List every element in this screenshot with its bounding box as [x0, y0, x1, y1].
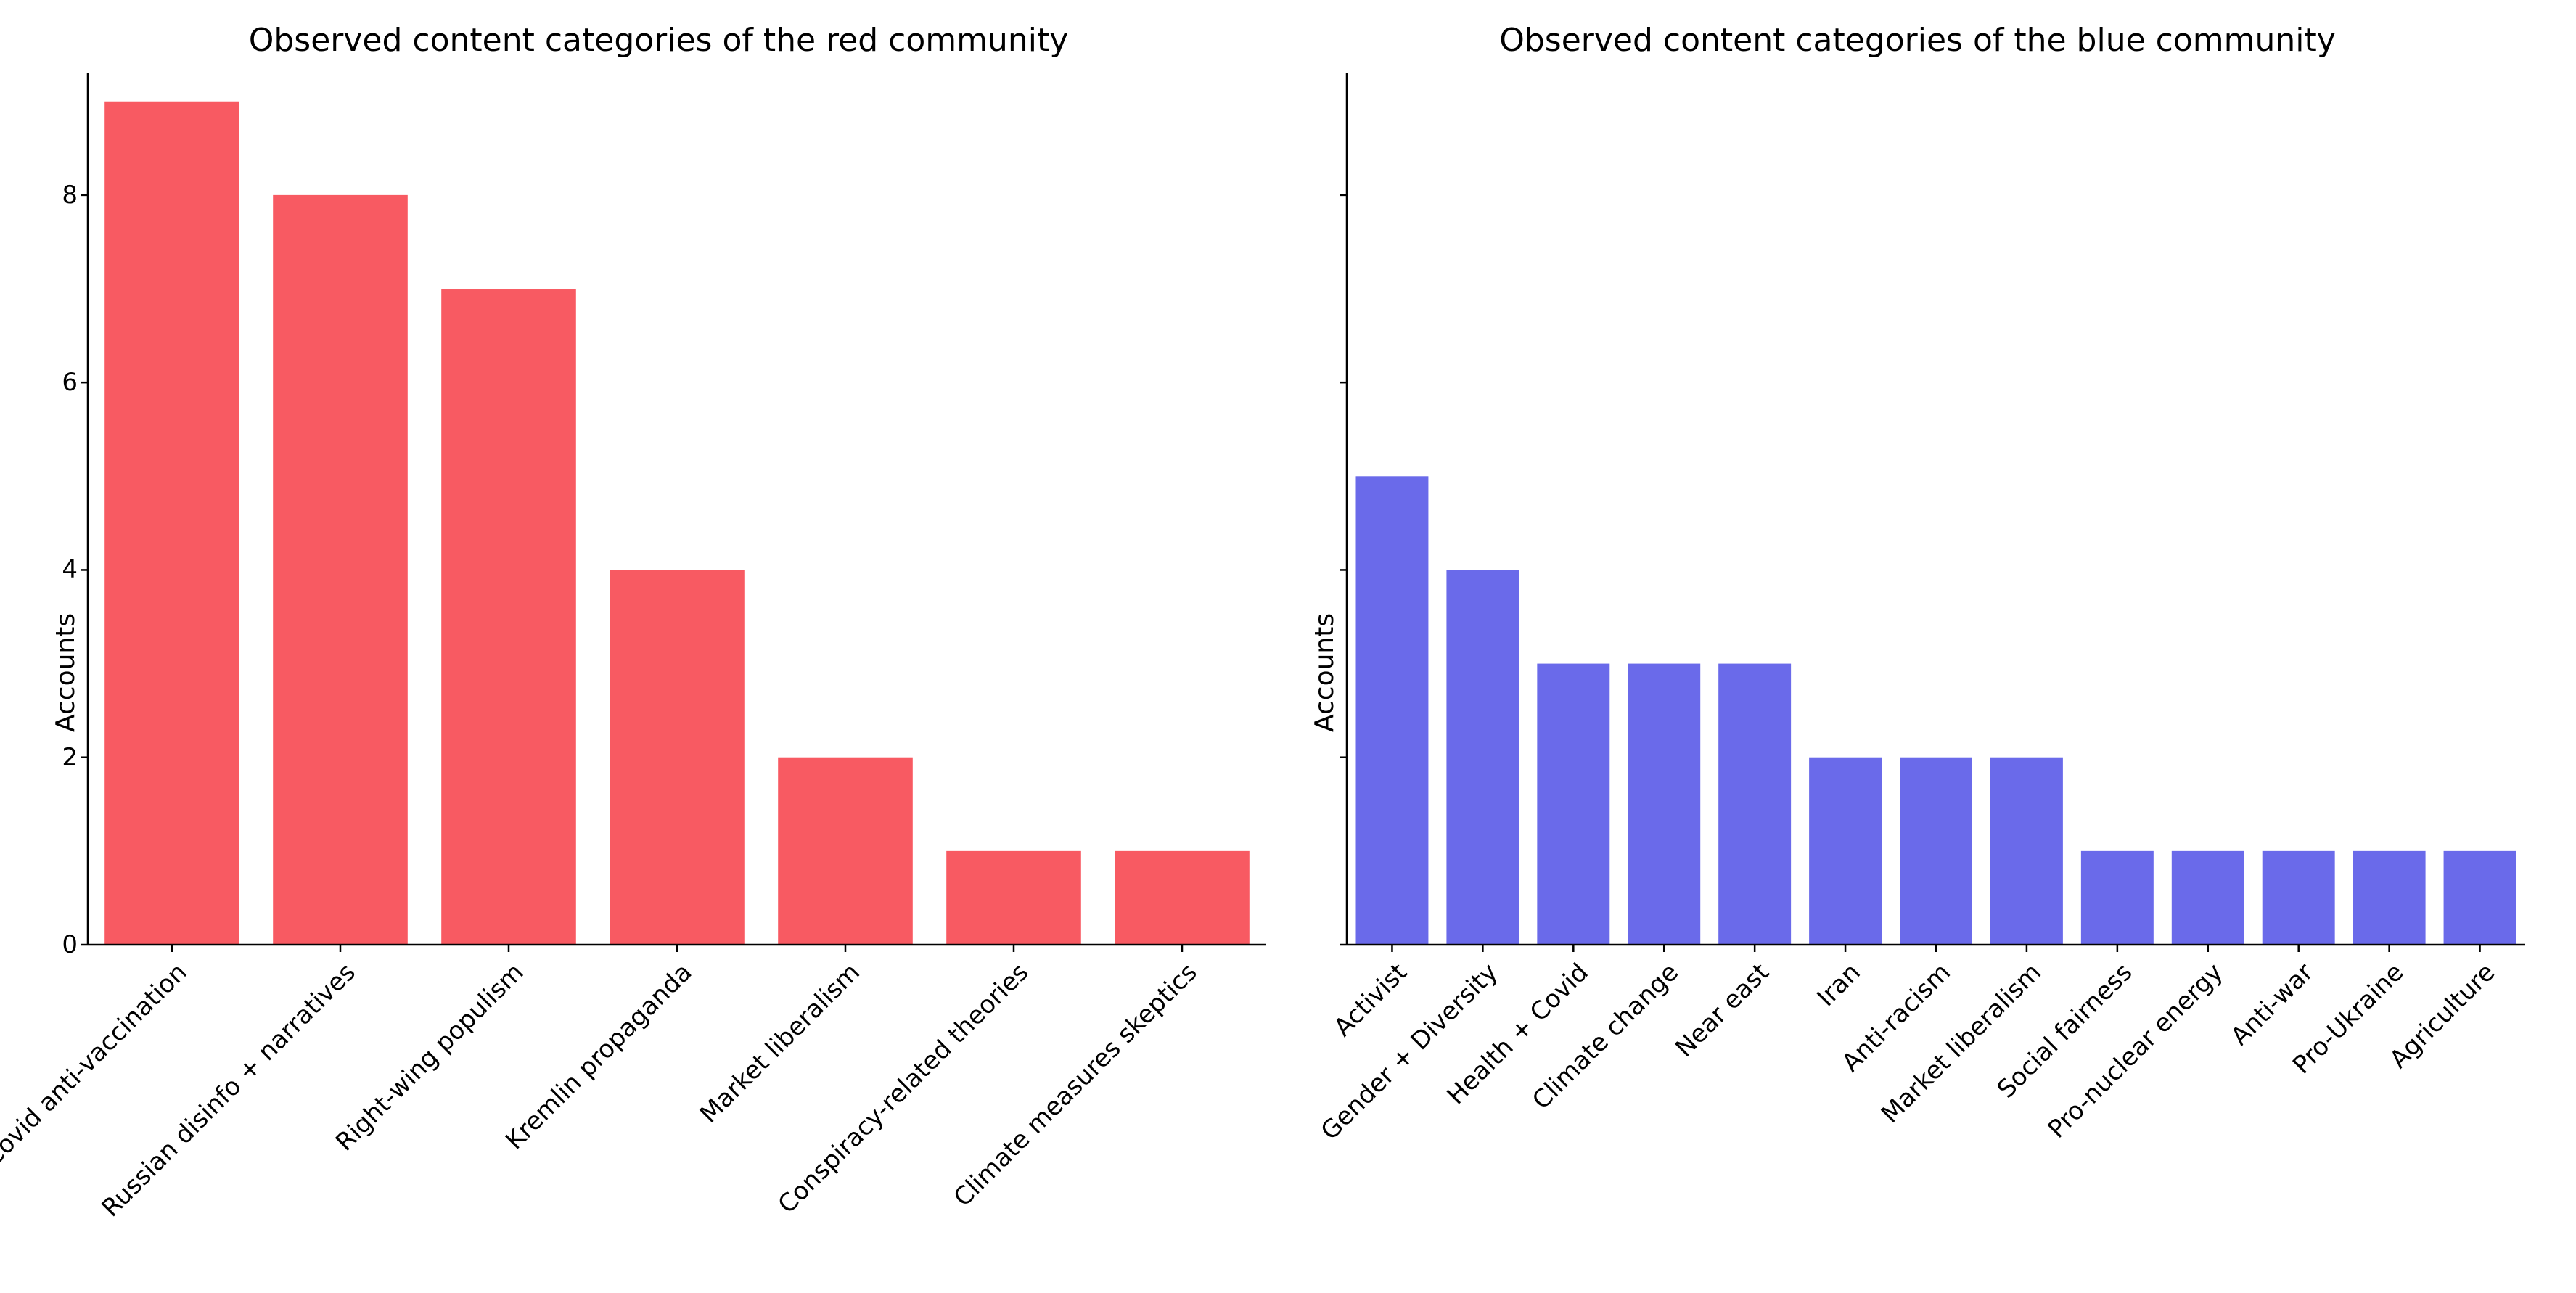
xtick-label: Near east	[1670, 958, 1776, 1063]
bar	[1990, 758, 2063, 945]
bar	[1628, 664, 1700, 945]
left-xlabels: Covid anti-vaccinationRussian disinfo + …	[88, 945, 1266, 1271]
bar	[2081, 851, 2154, 945]
ytick-label: 2	[62, 743, 78, 772]
xtick-label: Gender + Diversity	[1315, 958, 1503, 1146]
ytick-label: 6	[62, 368, 78, 397]
right-axes-box	[1347, 73, 2525, 945]
xtick-label: Kremlin propaganda	[500, 958, 697, 1155]
right-ylabel: Accounts	[1310, 248, 1340, 1097]
bar	[778, 758, 913, 945]
bar	[1537, 664, 1609, 945]
left-chart-title: Observed content categories of the red c…	[249, 22, 1069, 59]
bar	[1115, 851, 1250, 945]
xtick-label: Right-wing populism	[330, 958, 530, 1157]
xtick-label: Anti-war	[2226, 958, 2319, 1051]
bar	[441, 289, 576, 945]
xtick-label: Market liberalism	[1876, 958, 2047, 1129]
bar	[2172, 851, 2244, 945]
ytick-label: 0	[62, 930, 78, 959]
bar	[2444, 851, 2516, 945]
left-panel: Observed content categories of the red c…	[29, 22, 1288, 1271]
right-chart-svg	[1347, 73, 2525, 945]
bar	[1446, 570, 1519, 945]
right-panel: Observed content categories of the blue …	[1288, 22, 2547, 1271]
left-chart-area: 02468 Covid anti-vaccinationRussian disi…	[88, 73, 1266, 1271]
bar	[946, 851, 1081, 945]
xtick-label: Activist	[1328, 958, 1412, 1042]
left-plot-wrap: Accounts 02468 Covid anti-vaccinationRus…	[51, 73, 1266, 1271]
bar	[1718, 664, 1791, 945]
xtick-label: Iran	[1811, 958, 1866, 1012]
bar	[104, 102, 239, 945]
ytick-label: 8	[62, 181, 78, 210]
bar	[1809, 758, 1882, 945]
xtick-label: Pro-nuclear energy	[2042, 958, 2228, 1144]
right-chart-title: Observed content categories of the blue …	[1499, 22, 2336, 59]
bar	[273, 195, 408, 945]
left-chart-svg	[88, 73, 1266, 945]
bar	[1355, 476, 1428, 945]
right-chart-area: ActivistGender + DiversityHealth + Covid…	[1347, 73, 2525, 1271]
bar	[2353, 851, 2426, 945]
right-xlabels: ActivistGender + DiversityHealth + Covid…	[1347, 945, 2525, 1271]
ytick-label: 4	[62, 555, 78, 584]
right-plot-wrap: Accounts ActivistGender + DiversityHealt…	[1310, 73, 2525, 1271]
xtick-label: Market liberalism	[694, 958, 866, 1129]
left-axes-box: 02468	[88, 73, 1266, 945]
bar	[610, 570, 745, 945]
bar	[1900, 758, 1972, 945]
bar	[2263, 851, 2335, 945]
